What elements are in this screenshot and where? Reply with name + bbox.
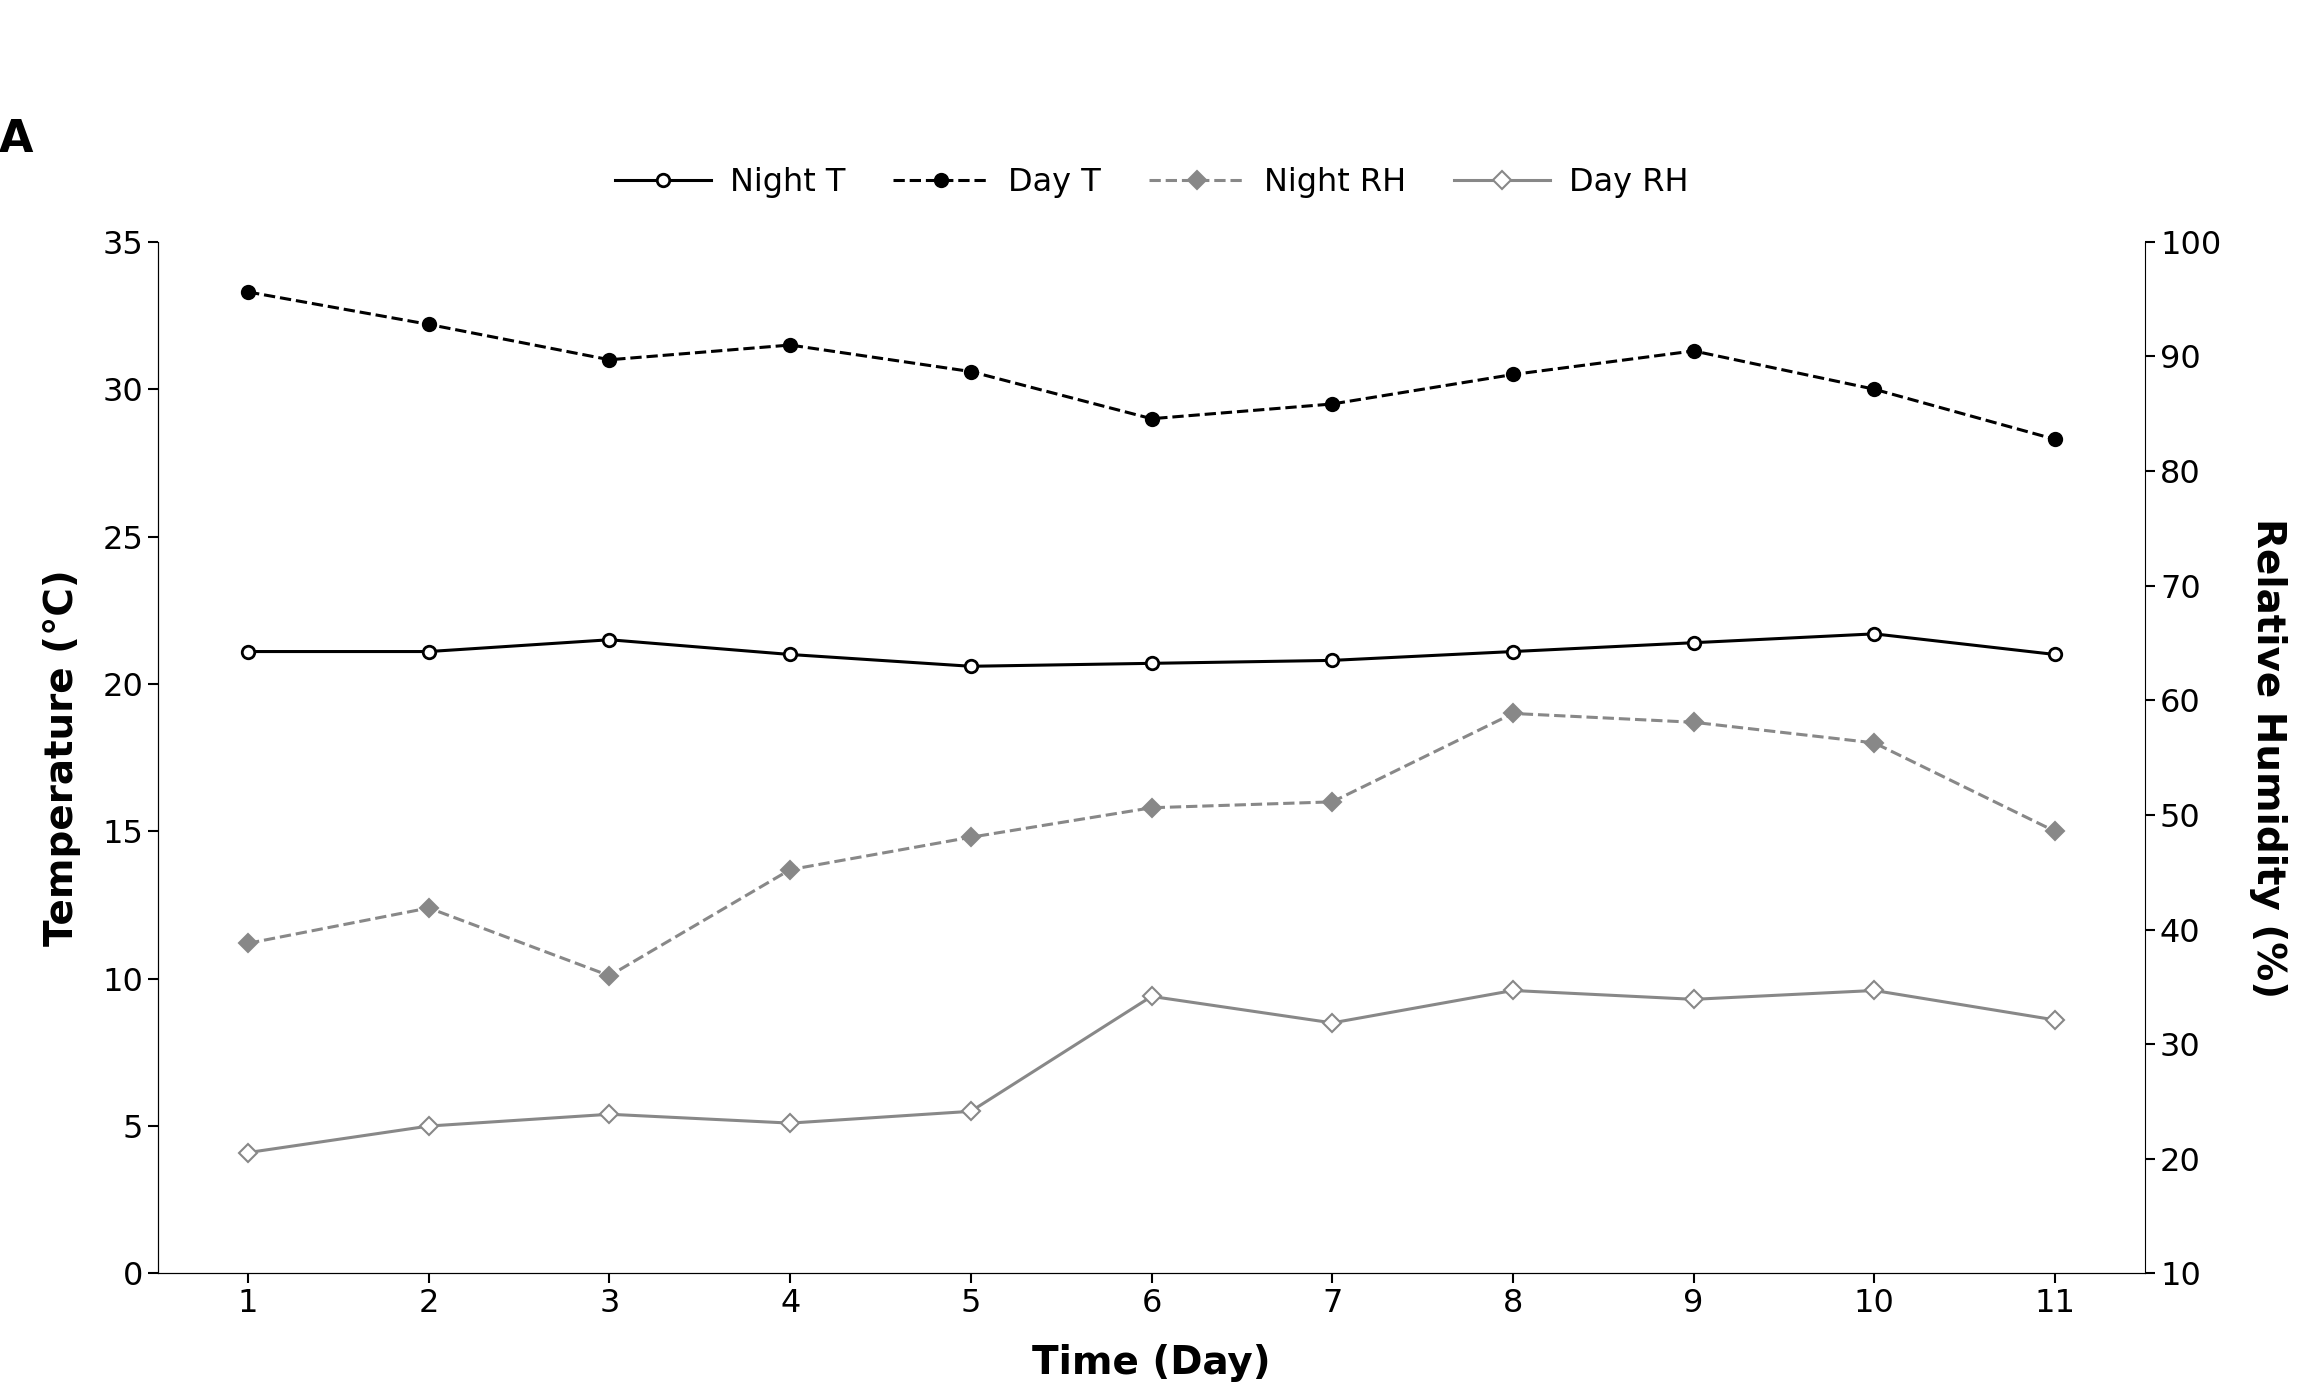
Day RH [1680,990,1708,1007]
Day RH [1319,1014,1347,1031]
Day T [958,363,985,380]
Night RH [1860,735,1888,752]
Night T [1319,652,1347,669]
Day RH [1137,988,1165,1004]
Night T [596,631,624,648]
Text: A: A [0,119,32,161]
Day T [2042,430,2069,447]
Night T [235,643,262,659]
Day T [1860,381,1888,398]
Day RH [958,1104,985,1120]
Y-axis label: Relative Humidity (%): Relative Humidity (%) [2249,517,2286,997]
Line: Night T: Night T [242,627,2060,672]
Day RH [1499,982,1526,999]
Line: Day T: Day T [242,286,2060,446]
Night T [414,643,442,659]
Night T [776,645,803,662]
Day T [596,352,624,369]
Legend: Night T, Day T, Night RH, Day RH: Night T, Day T, Night RH, Day RH [603,155,1701,211]
Day T [776,337,803,353]
Day RH [1860,982,1888,999]
Night RH [596,967,624,983]
Day RH [235,1144,262,1161]
Line: Night RH: Night RH [242,707,2060,982]
Day RH [596,1106,624,1123]
Night RH [235,935,262,951]
Night T [1860,626,1888,643]
Day T [1499,366,1526,383]
Line: Day RH: Day RH [242,985,2060,1160]
X-axis label: Time (Day): Time (Day) [1031,1344,1271,1382]
Day T [1319,395,1347,412]
Night T [1137,655,1165,672]
Day RH [776,1115,803,1132]
Day T [235,284,262,300]
Night RH [1137,799,1165,816]
Night RH [414,900,442,916]
Day T [1137,411,1165,427]
Night T [1499,643,1526,659]
Day RH [2042,1011,2069,1028]
Night RH [958,828,985,845]
Day T [1680,342,1708,359]
Night RH [2042,823,2069,840]
Night T [958,658,985,675]
Day T [414,316,442,332]
Y-axis label: Temperature (°C): Temperature (°C) [44,569,81,946]
Night RH [776,862,803,879]
Night T [2042,645,2069,662]
Night RH [1680,714,1708,731]
Night RH [1319,793,1347,810]
Night RH [1499,705,1526,722]
Night T [1680,634,1708,651]
Day RH [414,1118,442,1134]
